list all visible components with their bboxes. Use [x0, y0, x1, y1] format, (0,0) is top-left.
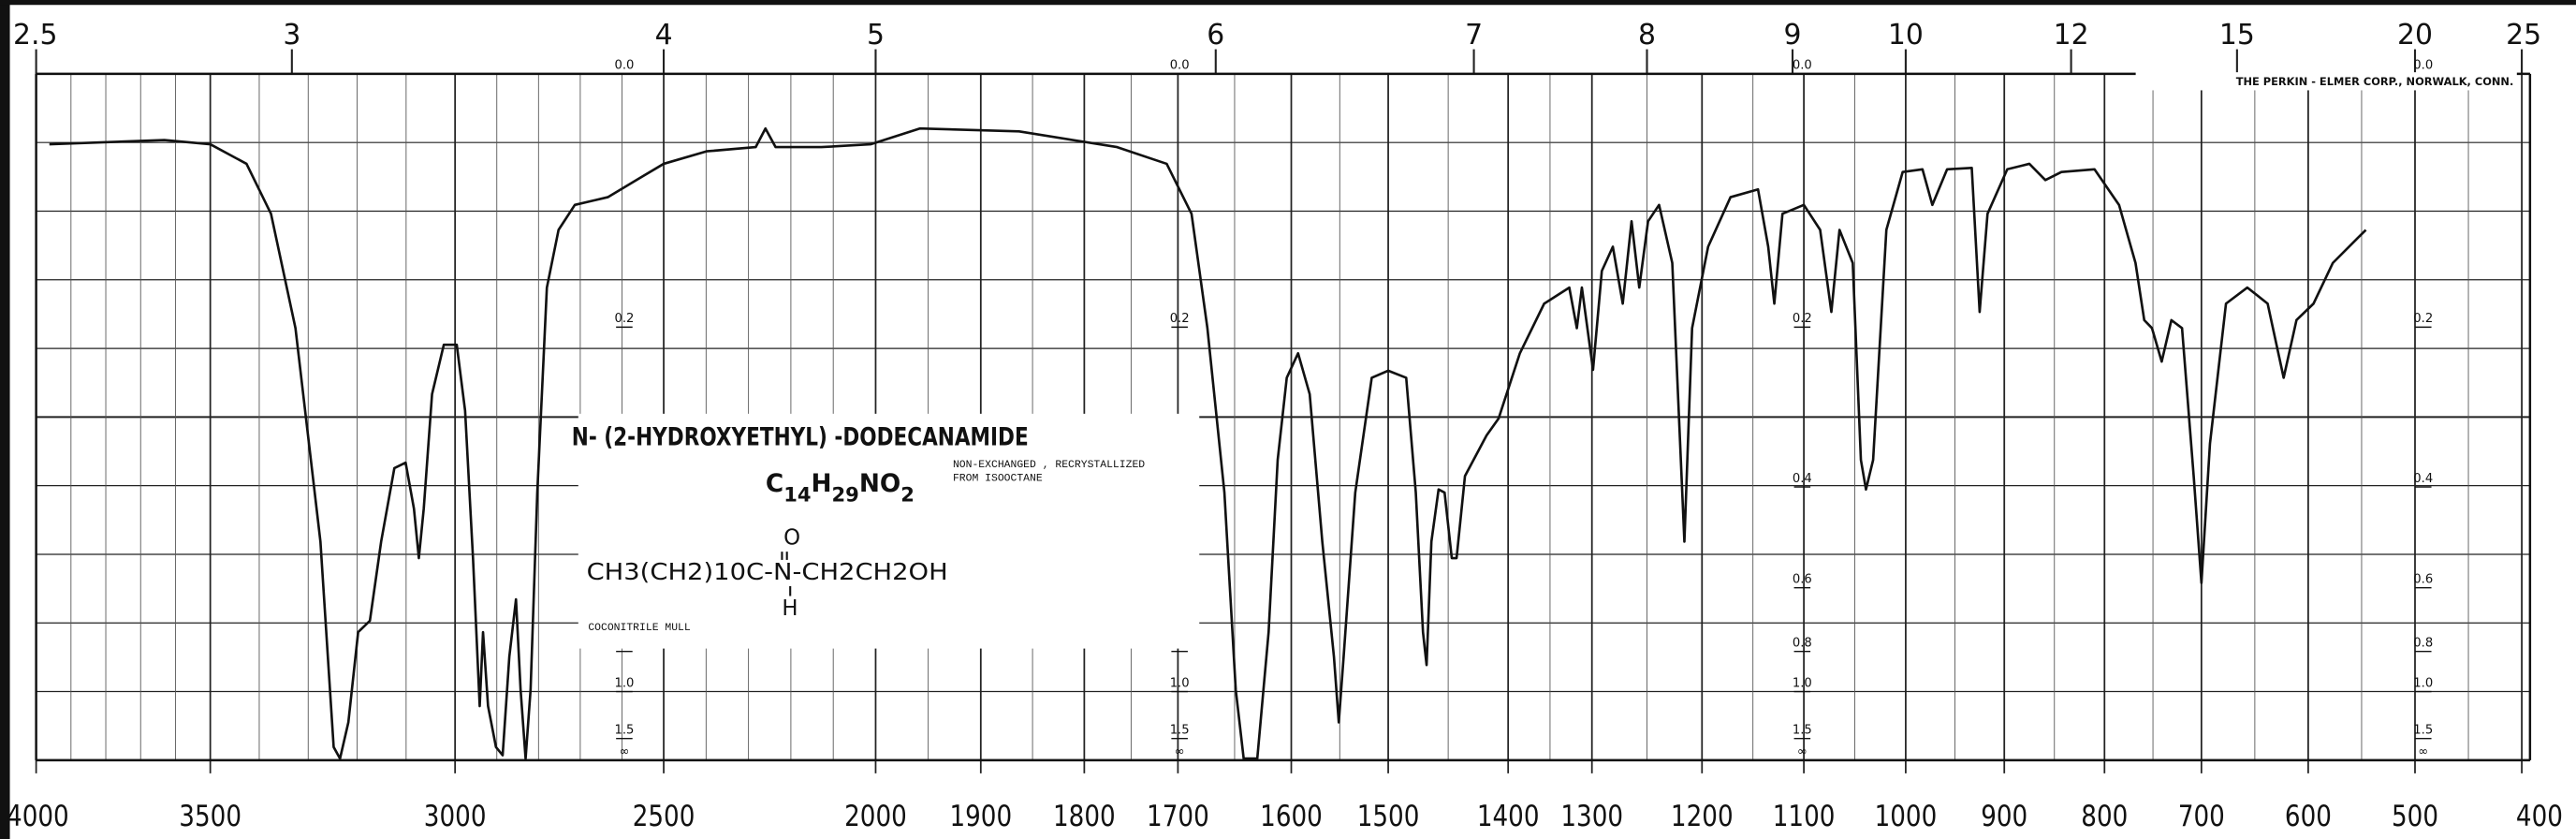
- formula-part: NO: [859, 470, 900, 498]
- x2-tick-label: 10: [1888, 19, 1924, 52]
- x2-tick-label: 9: [1784, 19, 1802, 52]
- x-tick-label: 600: [2285, 800, 2332, 833]
- y-tick-label: 0.0: [614, 59, 634, 73]
- x-tick-label: 1600: [1260, 800, 1323, 833]
- formula: C14H29NO2: [766, 470, 915, 507]
- x2-tick-label: 25: [2506, 19, 2541, 52]
- x-tick-label: 1000: [1875, 800, 1938, 833]
- y-tick-label: 0.2: [614, 312, 634, 326]
- y-tick-label: 0.2: [1793, 312, 1812, 326]
- y-tick-label: 0.0: [2413, 59, 2433, 73]
- x-tick-label: 1900: [949, 800, 1012, 833]
- x2-tick-label: 8: [1638, 19, 1656, 52]
- x2-tick-label: 3: [283, 19, 300, 52]
- y-tick-label: 0.4: [2413, 472, 2433, 486]
- x2-tick-label: 6: [1207, 19, 1224, 52]
- y-tick-label: 1.5: [2413, 723, 2433, 737]
- label-card: [578, 413, 1200, 649]
- prep-note: FROM ISOOCTANE: [953, 473, 1043, 484]
- spectrum-line: [49, 126, 2367, 760]
- x2-tick-label: 2.5: [13, 19, 57, 52]
- x-tick-label: 1100: [1773, 800, 1836, 833]
- x2-tick-label: 15: [2219, 19, 2255, 52]
- x-tick-label: 400: [2516, 800, 2563, 833]
- scan-border: [0, 0, 2576, 6]
- x-tick-label: 1300: [1560, 800, 1623, 833]
- x-tick-label: 1500: [1357, 800, 1420, 833]
- prep-note: NON-EXCHANGED , RECRYSTALLIZED: [953, 460, 1145, 471]
- y-tick-label: ∞: [2418, 745, 2428, 759]
- y-tick-label: 0.2: [2413, 312, 2433, 326]
- y-tick-label: 1.5: [614, 723, 634, 737]
- x-tick-label: 1400: [1477, 800, 1540, 833]
- x-tick-label: 1800: [1053, 800, 1116, 833]
- y-tick-label: 0.2: [1170, 312, 1190, 326]
- x-tick-label: 1200: [1671, 800, 1734, 833]
- x-tick-label: 2500: [633, 800, 695, 833]
- y-tick-label: 0.0: [1793, 59, 1812, 73]
- formula-part: 14: [783, 483, 811, 507]
- y-tick-label: 1.0: [1170, 676, 1190, 690]
- y-tick-label: 1.0: [614, 676, 634, 690]
- y-tick-label: ∞: [619, 745, 629, 759]
- x2-tick-label: 7: [1465, 19, 1483, 52]
- formula-part: C: [766, 470, 783, 498]
- y-tick-label: 0.8: [1793, 636, 1812, 650]
- x-tick-label: 4000: [7, 800, 69, 833]
- scan-border: [0, 0, 10, 839]
- y-tick-label: 0.8: [2413, 636, 2433, 650]
- chart-title: N- (2-HYDROXYETHYL) -DODECANAMIDE: [572, 424, 1029, 452]
- y-tick-label: ∞: [1797, 745, 1808, 759]
- x-tick-label: 3000: [424, 800, 487, 833]
- y-tick-label: 0.4: [1793, 472, 1812, 486]
- formula-part: H: [812, 470, 832, 498]
- maker: THE PERKIN - ELMER CORP., NORWALK, CONN.: [2236, 75, 2514, 88]
- y-tick-label: ∞: [1175, 745, 1185, 759]
- y-tick-label: 1.5: [1170, 723, 1190, 737]
- x-tick-label: 800: [2081, 800, 2128, 833]
- structure-hydrogen: H: [782, 596, 798, 621]
- x-tick-label: 1700: [1147, 800, 1209, 833]
- x-tick-label: 900: [1981, 800, 2027, 833]
- y-tick-label: 1.0: [2413, 676, 2433, 690]
- x-tick-label: 3500: [179, 800, 242, 833]
- y-tick-label: 1.0: [1793, 676, 1812, 690]
- x-tick-label: 700: [2178, 800, 2225, 833]
- sample-note: COCONITRILE MULL: [588, 623, 691, 634]
- x-tick-label: 2000: [844, 800, 907, 833]
- maker-backing: [2135, 72, 2517, 91]
- y-tick-label: 1.5: [1793, 723, 1812, 737]
- x2-tick-label: 12: [2054, 19, 2089, 52]
- structure-oxygen: O: [783, 526, 800, 551]
- y-tick-label: 0.6: [1793, 572, 1812, 586]
- x-tick-label: 500: [2392, 800, 2438, 833]
- formula-part: 2: [900, 483, 915, 507]
- x2-tick-label: 5: [867, 19, 885, 52]
- y-tick-label: 0.0: [1170, 59, 1190, 73]
- y-tick-label: 0.6: [2413, 572, 2433, 586]
- x2-tick-label: 20: [2397, 19, 2433, 52]
- structure: CH3(CH2)10C-N-CH2CH2OH: [587, 558, 948, 585]
- x2-tick-label: 4: [655, 19, 673, 52]
- formula-part: 29: [832, 483, 859, 507]
